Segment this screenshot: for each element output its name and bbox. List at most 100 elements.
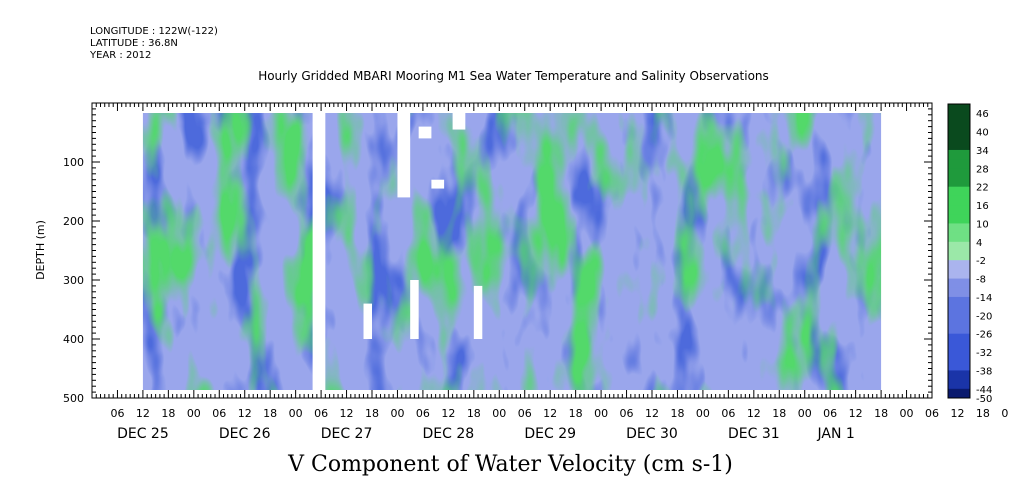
x-tick-label: 06 — [620, 407, 634, 420]
x-tick-label: 18 — [569, 407, 583, 420]
x-day-label: DEC 30 — [626, 426, 678, 442]
y-axis-label: DEPTH (m) — [34, 220, 47, 280]
x-tick-label: 00 — [187, 407, 201, 420]
colorbar-label: 40 — [976, 128, 989, 139]
colorbar-swatch — [948, 352, 970, 362]
y-tick-label: 400 — [63, 333, 84, 346]
colorbar-swatch — [948, 251, 970, 261]
colorbar-label: -2 — [976, 256, 986, 267]
colorbar-swatch — [948, 379, 970, 390]
colorbar-swatch — [948, 315, 970, 325]
colorbar-label: 4 — [976, 238, 982, 249]
longitude-label: LONGITUDE : 122W(-122) — [90, 26, 218, 37]
data-gap — [418, 126, 432, 139]
x-tick-label: 12 — [340, 407, 354, 420]
colorbar-swatch — [948, 232, 970, 243]
colorbar-label: -26 — [976, 330, 992, 341]
x-day-label: DEC 28 — [423, 426, 475, 442]
chart-subtitle: V Component of Water Velocity (cm s-1) — [288, 452, 733, 477]
colorbar-label: -32 — [976, 348, 992, 359]
x-tick-label: 12 — [136, 407, 150, 420]
colorbar-swatch — [948, 324, 970, 335]
x-tick-label: 06 — [823, 407, 837, 420]
colorbar-swatch — [948, 388, 970, 399]
x-tick-label: 06 — [721, 407, 735, 420]
colorbar-swatch — [948, 214, 970, 224]
latitude-label: LATITUDE : 36.8N — [90, 38, 178, 49]
x-tick-label: 18 — [976, 407, 990, 420]
data-gap — [92, 103, 143, 398]
colorbar-swatch — [948, 269, 970, 280]
colorbar-swatch — [948, 370, 970, 381]
colorbar-swatch — [948, 306, 970, 316]
y-tick-label: 200 — [63, 215, 84, 228]
colorbar-label: -50 — [976, 394, 992, 405]
colorbar-swatch — [948, 195, 970, 206]
colorbar-swatch — [948, 168, 970, 178]
colorbar-swatch — [948, 342, 970, 353]
colorbar-swatch — [948, 278, 970, 289]
colorbar-swatch — [948, 186, 970, 197]
colorbar-swatch — [948, 361, 970, 371]
colorbar-swatch — [948, 122, 970, 133]
data-gap — [410, 280, 419, 339]
x-tick-label: 06 — [314, 407, 328, 420]
data-gap — [431, 179, 445, 189]
colorbar-label: 46 — [976, 109, 989, 120]
colorbar-swatch — [948, 241, 970, 252]
x-tick-label: 00 — [798, 407, 812, 420]
x-tick-label: 00 — [492, 407, 506, 420]
colorbar-swatch — [948, 223, 970, 234]
x-day-label: DEC 29 — [524, 426, 576, 442]
colorbar-label: 10 — [976, 219, 989, 230]
colorbar-swatch — [948, 287, 970, 298]
x-tick-label: 18 — [161, 407, 175, 420]
x-tick-label: 18 — [263, 407, 277, 420]
colorbar-label: 34 — [976, 146, 989, 157]
colorbar-swatch — [948, 333, 970, 344]
x-day-label: DEC 27 — [321, 426, 373, 442]
x-day-label: DEC 26 — [219, 426, 271, 442]
colorbar-swatch — [948, 113, 970, 123]
x-tick-label: 12 — [645, 407, 659, 420]
data-gap — [881, 103, 932, 398]
colorbar-label: 22 — [976, 183, 989, 194]
y-tick-label: 100 — [63, 156, 84, 169]
colorbar-swatch — [948, 140, 970, 151]
x-tick-label: 00 — [1001, 407, 1009, 420]
x-tick-label: 12 — [747, 407, 761, 420]
colorbar: 46 40 34 28 22 16 10 4 -2 -8 -14 -20 -26 -32 -38 -44-50 — [947, 103, 992, 405]
colorbar-label: -14 — [976, 293, 992, 304]
colorbar-label: -38 — [976, 366, 992, 377]
x-tick-label: 12 — [543, 407, 557, 420]
colorbar-label: -8 — [976, 275, 986, 286]
chart-title: Hourly Gridded MBARI Mooring M1 Sea Wate… — [258, 69, 769, 83]
colorbar-swatch — [948, 131, 970, 142]
x-tick-label: 00 — [390, 407, 404, 420]
x-tick-label: 18 — [467, 407, 481, 420]
colorbar-swatch — [948, 260, 970, 270]
x-tick-label: 06 — [925, 407, 939, 420]
x-tick-label: 12 — [441, 407, 455, 420]
colorbar-swatch — [948, 159, 970, 169]
colorbar-swatch — [948, 149, 970, 160]
y-tick-label: 300 — [63, 274, 84, 287]
x-tick-label: 06 — [110, 407, 124, 420]
data-gap — [397, 103, 411, 198]
colorbar-label: 28 — [976, 164, 989, 175]
x-tick-label: 00 — [594, 407, 608, 420]
data-gap — [312, 103, 326, 398]
colorbar-swatch — [948, 104, 970, 114]
x-day-label: JAN 1 — [817, 426, 855, 442]
x-tick-label: 12 — [950, 407, 964, 420]
velocity-field — [92, 103, 932, 398]
x-tick-label: 18 — [365, 407, 379, 420]
data-gap — [473, 285, 483, 339]
x-tick-label: 00 — [696, 407, 710, 420]
colorbar-label: -20 — [976, 311, 992, 322]
x-tick-label: 18 — [670, 407, 684, 420]
x-tick-label: 06 — [416, 407, 430, 420]
x-tick-label: 06 — [212, 407, 226, 420]
x-day-label: DEC 31 — [728, 426, 780, 442]
x-tick-label: 12 — [238, 407, 252, 420]
